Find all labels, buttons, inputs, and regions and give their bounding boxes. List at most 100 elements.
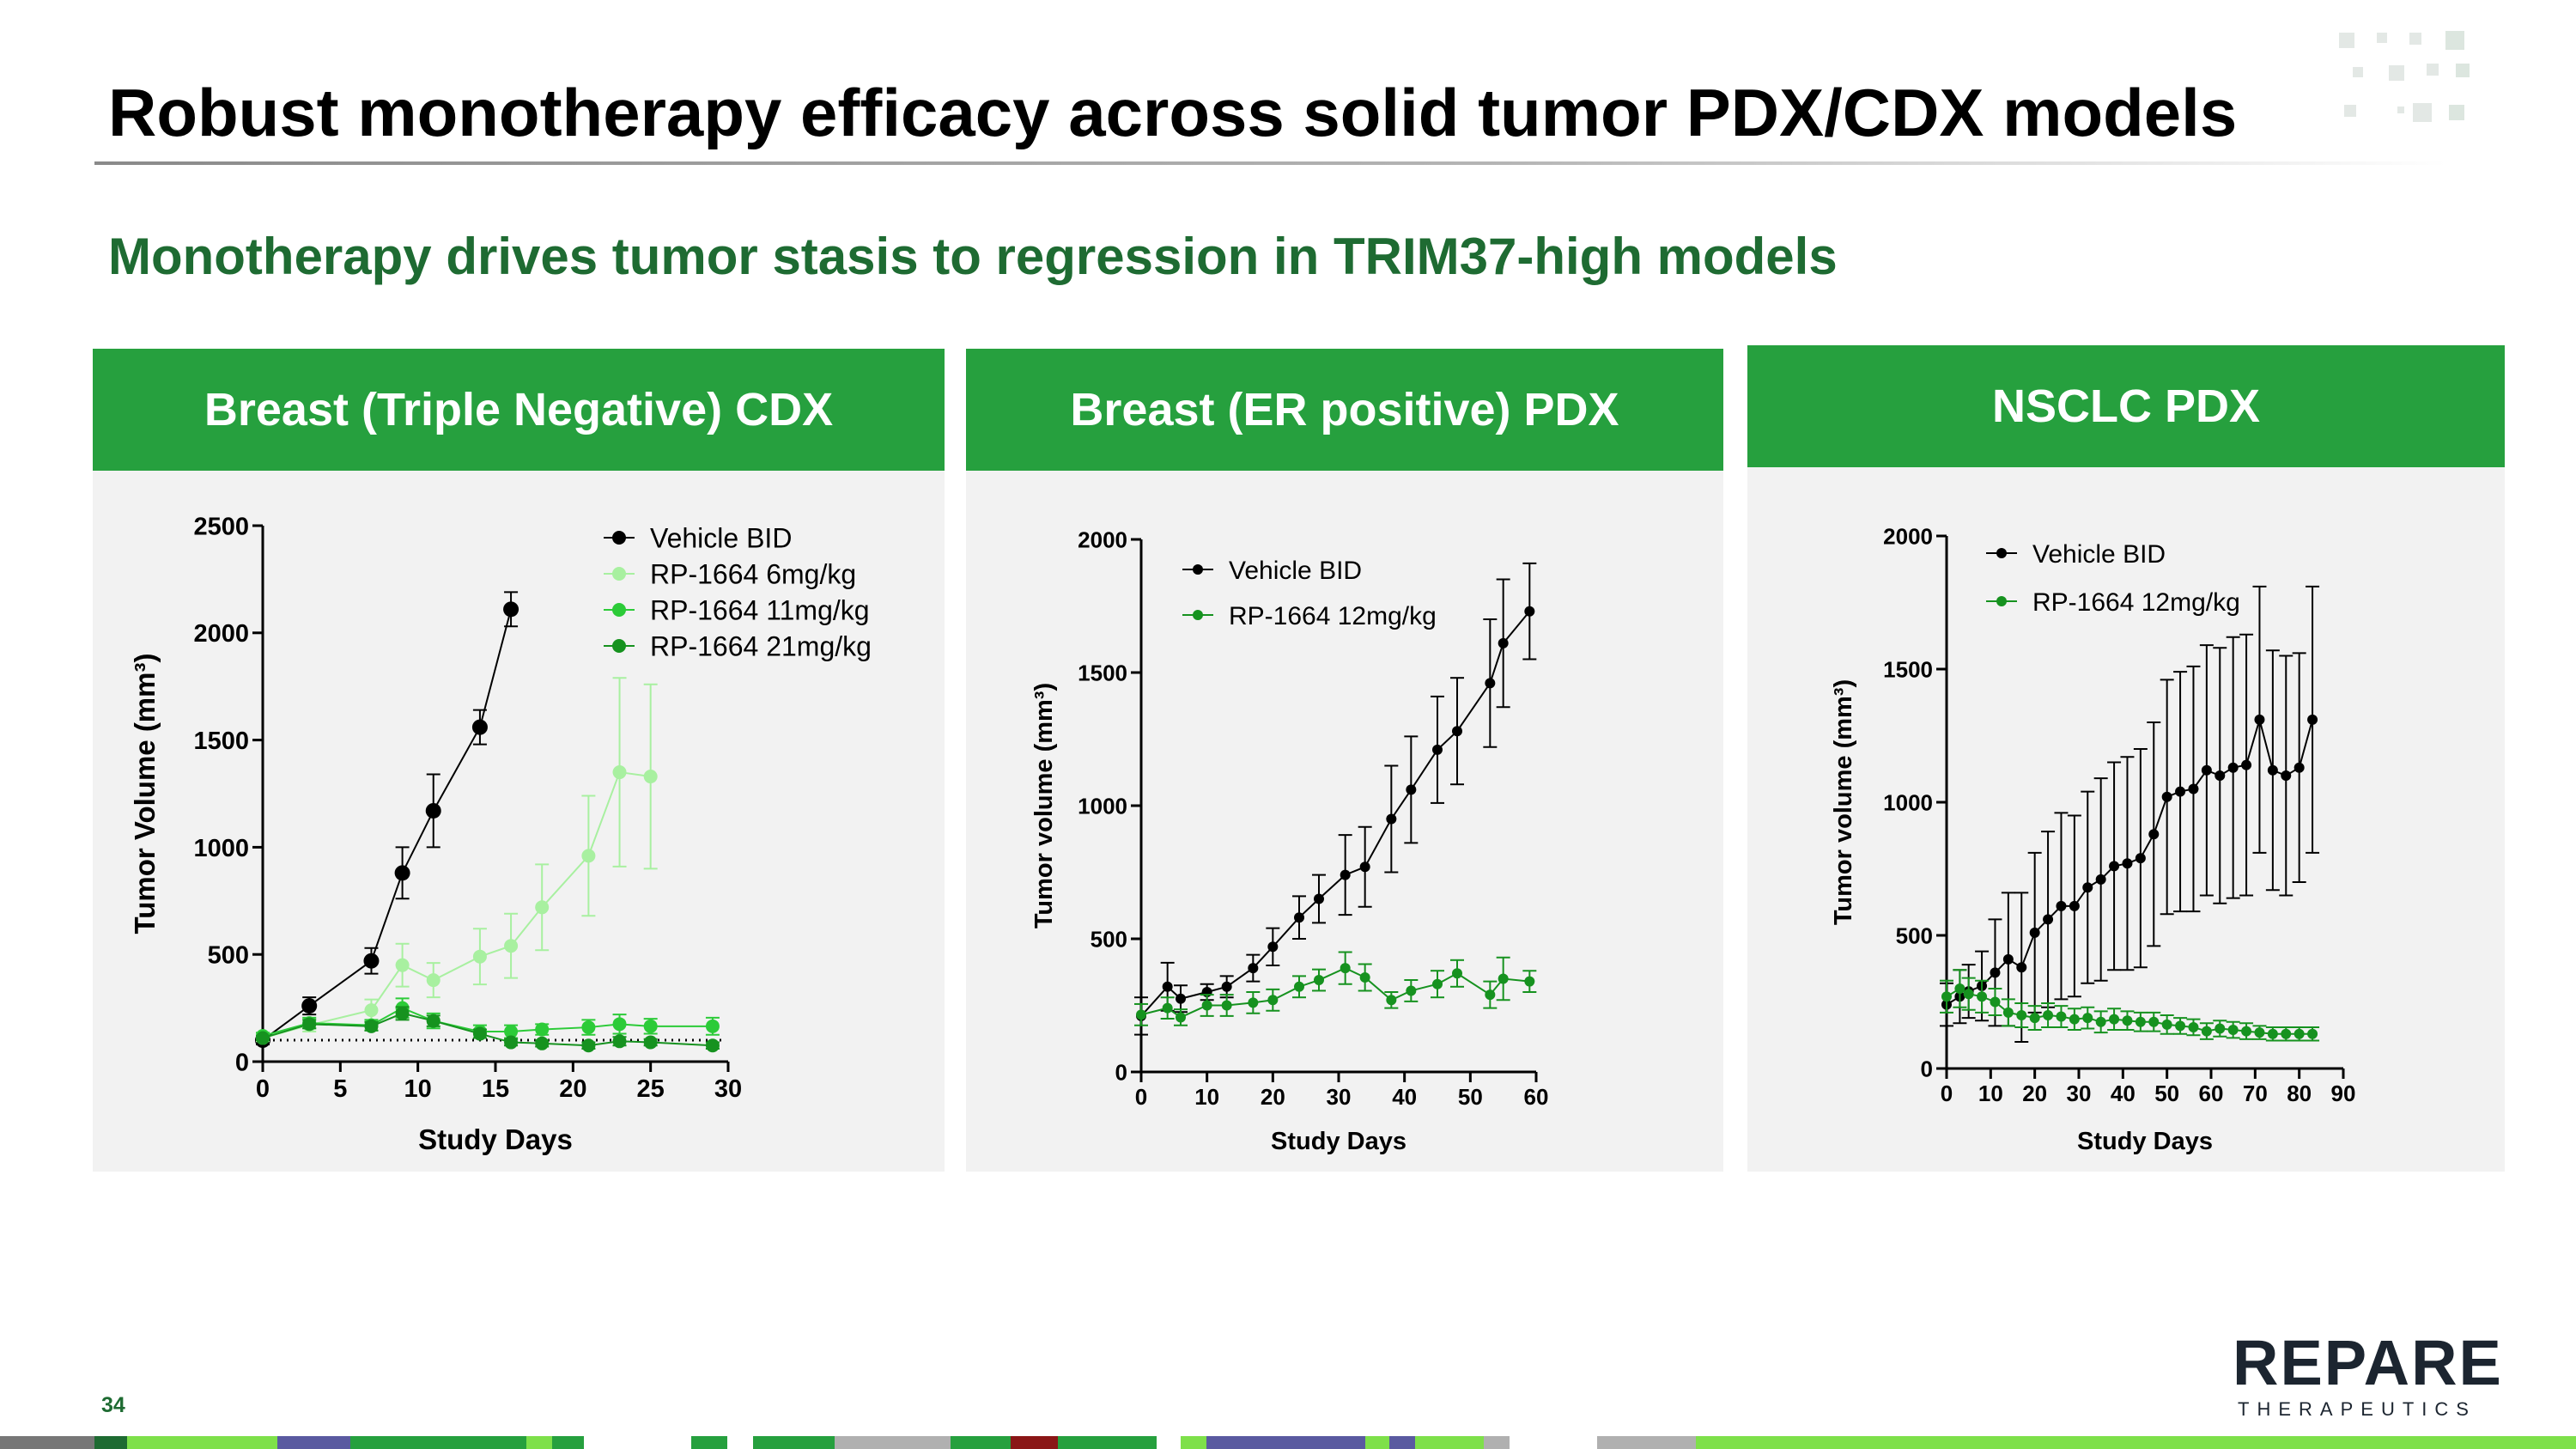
data-point bbox=[1432, 744, 1443, 755]
data-point bbox=[535, 900, 550, 915]
data-point bbox=[1432, 978, 1443, 989]
data-point bbox=[256, 1031, 270, 1045]
data-point bbox=[426, 973, 440, 988]
data-point bbox=[394, 865, 410, 881]
data-point bbox=[1485, 678, 1496, 689]
data-point bbox=[2043, 914, 2054, 925]
x-tick-label: 25 bbox=[637, 1075, 665, 1103]
chart-nsclc: 0 10 20 30 40 50 60 70 80 90 0 500 1000 1500 2000 Study… bbox=[1830, 523, 2356, 1155]
data-point bbox=[472, 949, 487, 964]
data-point bbox=[1340, 963, 1351, 974]
data-point bbox=[2069, 1014, 2080, 1025]
legend-label: Vehicle BID bbox=[650, 523, 792, 554]
legend-marker bbox=[1996, 596, 2007, 606]
data-point bbox=[2281, 770, 2292, 781]
data-point bbox=[1314, 975, 1324, 986]
y-tick-label: 2500 bbox=[193, 513, 249, 540]
data-point bbox=[2215, 770, 2226, 781]
series-0 bbox=[255, 591, 519, 1049]
data-point bbox=[2082, 882, 2093, 893]
panel-body-nsclc: 0 10 20 30 40 50 60 70 80 90 0 500 1000 1500 2000 Study… bbox=[1747, 467, 2505, 1172]
data-point bbox=[302, 1017, 317, 1032]
data-point bbox=[1452, 726, 1462, 737]
panel-header-nsclc: NSCLC PDX bbox=[1747, 345, 2505, 467]
data-point bbox=[1314, 893, 1324, 904]
data-point bbox=[2267, 764, 2278, 776]
y-tick-label: 500 bbox=[1091, 926, 1127, 952]
legend-marker bbox=[1193, 610, 1203, 620]
series-3 bbox=[256, 1006, 720, 1053]
data-point bbox=[395, 1006, 410, 1020]
legend-label: RP-1664 11mg/kg bbox=[650, 595, 870, 626]
y-tick-label: 2000 bbox=[1883, 523, 1933, 549]
data-point bbox=[2254, 1027, 2265, 1038]
legend: Vehicle BID RP-1664 12mg/kg bbox=[1182, 557, 1437, 630]
x-tick-label: 90 bbox=[2331, 1081, 2356, 1106]
series-line bbox=[1140, 611, 1531, 1017]
data-point bbox=[2043, 1010, 2054, 1020]
series-line bbox=[1140, 966, 1530, 1019]
legend-marker bbox=[612, 567, 626, 581]
data-point bbox=[705, 1038, 720, 1053]
data-point bbox=[2029, 927, 2040, 938]
data-point bbox=[1359, 861, 1370, 873]
data-point bbox=[2056, 900, 2067, 911]
data-point bbox=[2109, 1014, 2120, 1025]
series-1 bbox=[256, 677, 658, 1045]
data-point bbox=[2109, 861, 2120, 872]
data-point bbox=[2161, 1019, 2172, 1030]
x-tick-label: 5 bbox=[333, 1075, 347, 1103]
data-point bbox=[1248, 997, 1259, 1008]
data-point bbox=[1294, 981, 1304, 992]
bottom-color-bar bbox=[0, 1436, 2576, 1449]
data-point bbox=[1176, 1012, 1186, 1023]
data-point bbox=[2016, 962, 2027, 973]
panel-header-tnbc: Breast (Triple Negative) CDX bbox=[93, 349, 945, 471]
legend: Vehicle BID RP-1664 12mg/kg bbox=[1986, 540, 2240, 617]
data-point bbox=[612, 765, 627, 780]
logo-wordmark: REPARE bbox=[2233, 1327, 2503, 1398]
company-logo: REPARE THERAPEUTICS bbox=[2233, 1327, 2503, 1421]
data-point bbox=[2201, 764, 2212, 776]
x-axis-label: Study Days bbox=[418, 1123, 573, 1155]
data-point bbox=[643, 1019, 658, 1033]
x-tick-label: 0 bbox=[1941, 1081, 1953, 1106]
data-point bbox=[2069, 900, 2080, 911]
data-point bbox=[612, 1034, 627, 1049]
data-point bbox=[2122, 1015, 2133, 1026]
data-point bbox=[2148, 1016, 2160, 1027]
panel-body-tnbc: 0 5 10 15 20 25 30 0 500 1000 1500 2000 2500 Study Da… bbox=[93, 471, 945, 1172]
data-point bbox=[612, 1017, 627, 1032]
data-point bbox=[1406, 784, 1417, 795]
data-point bbox=[2135, 853, 2146, 864]
data-point bbox=[2056, 1011, 2067, 1022]
series-line bbox=[262, 1007, 713, 1038]
data-point bbox=[1498, 973, 1509, 984]
data-point bbox=[1162, 1002, 1173, 1014]
chart-tnbc: 0 5 10 15 20 25 30 0 500 1000 1500 2000 2500 Study Da… bbox=[129, 513, 872, 1155]
data-point bbox=[1221, 981, 1232, 992]
y-tick-label: 1000 bbox=[193, 835, 249, 862]
data-point bbox=[1267, 941, 1279, 953]
data-point bbox=[2095, 1016, 2106, 1027]
page-number: 34 bbox=[101, 1393, 125, 1417]
data-point bbox=[2293, 1028, 2305, 1039]
data-point bbox=[1386, 813, 1397, 825]
legend-label: RP-1664 21mg/kg bbox=[650, 631, 872, 662]
y-tick-label: 0 bbox=[1115, 1059, 1127, 1085]
data-point bbox=[425, 802, 441, 819]
y-tick-label: 0 bbox=[235, 1049, 249, 1076]
legend-label: RP-1664 6mg/kg bbox=[650, 559, 856, 590]
data-point bbox=[1990, 967, 2001, 978]
data-point bbox=[2135, 1016, 2146, 1027]
data-point bbox=[1162, 981, 1173, 992]
data-point bbox=[2188, 783, 2199, 795]
x-tick-label: 10 bbox=[404, 1075, 432, 1103]
data-point bbox=[2307, 714, 2318, 725]
data-point bbox=[471, 719, 488, 735]
data-point bbox=[1406, 985, 1417, 996]
y-tick-label: 0 bbox=[1921, 1056, 1933, 1081]
chart-er-positive: 0 10 20 30 40 50 60 0 500 1000 1500 2000 Study Days T… bbox=[1030, 527, 1548, 1155]
data-point bbox=[1990, 996, 2001, 1008]
y-tick-label: 1500 bbox=[1078, 660, 1127, 685]
